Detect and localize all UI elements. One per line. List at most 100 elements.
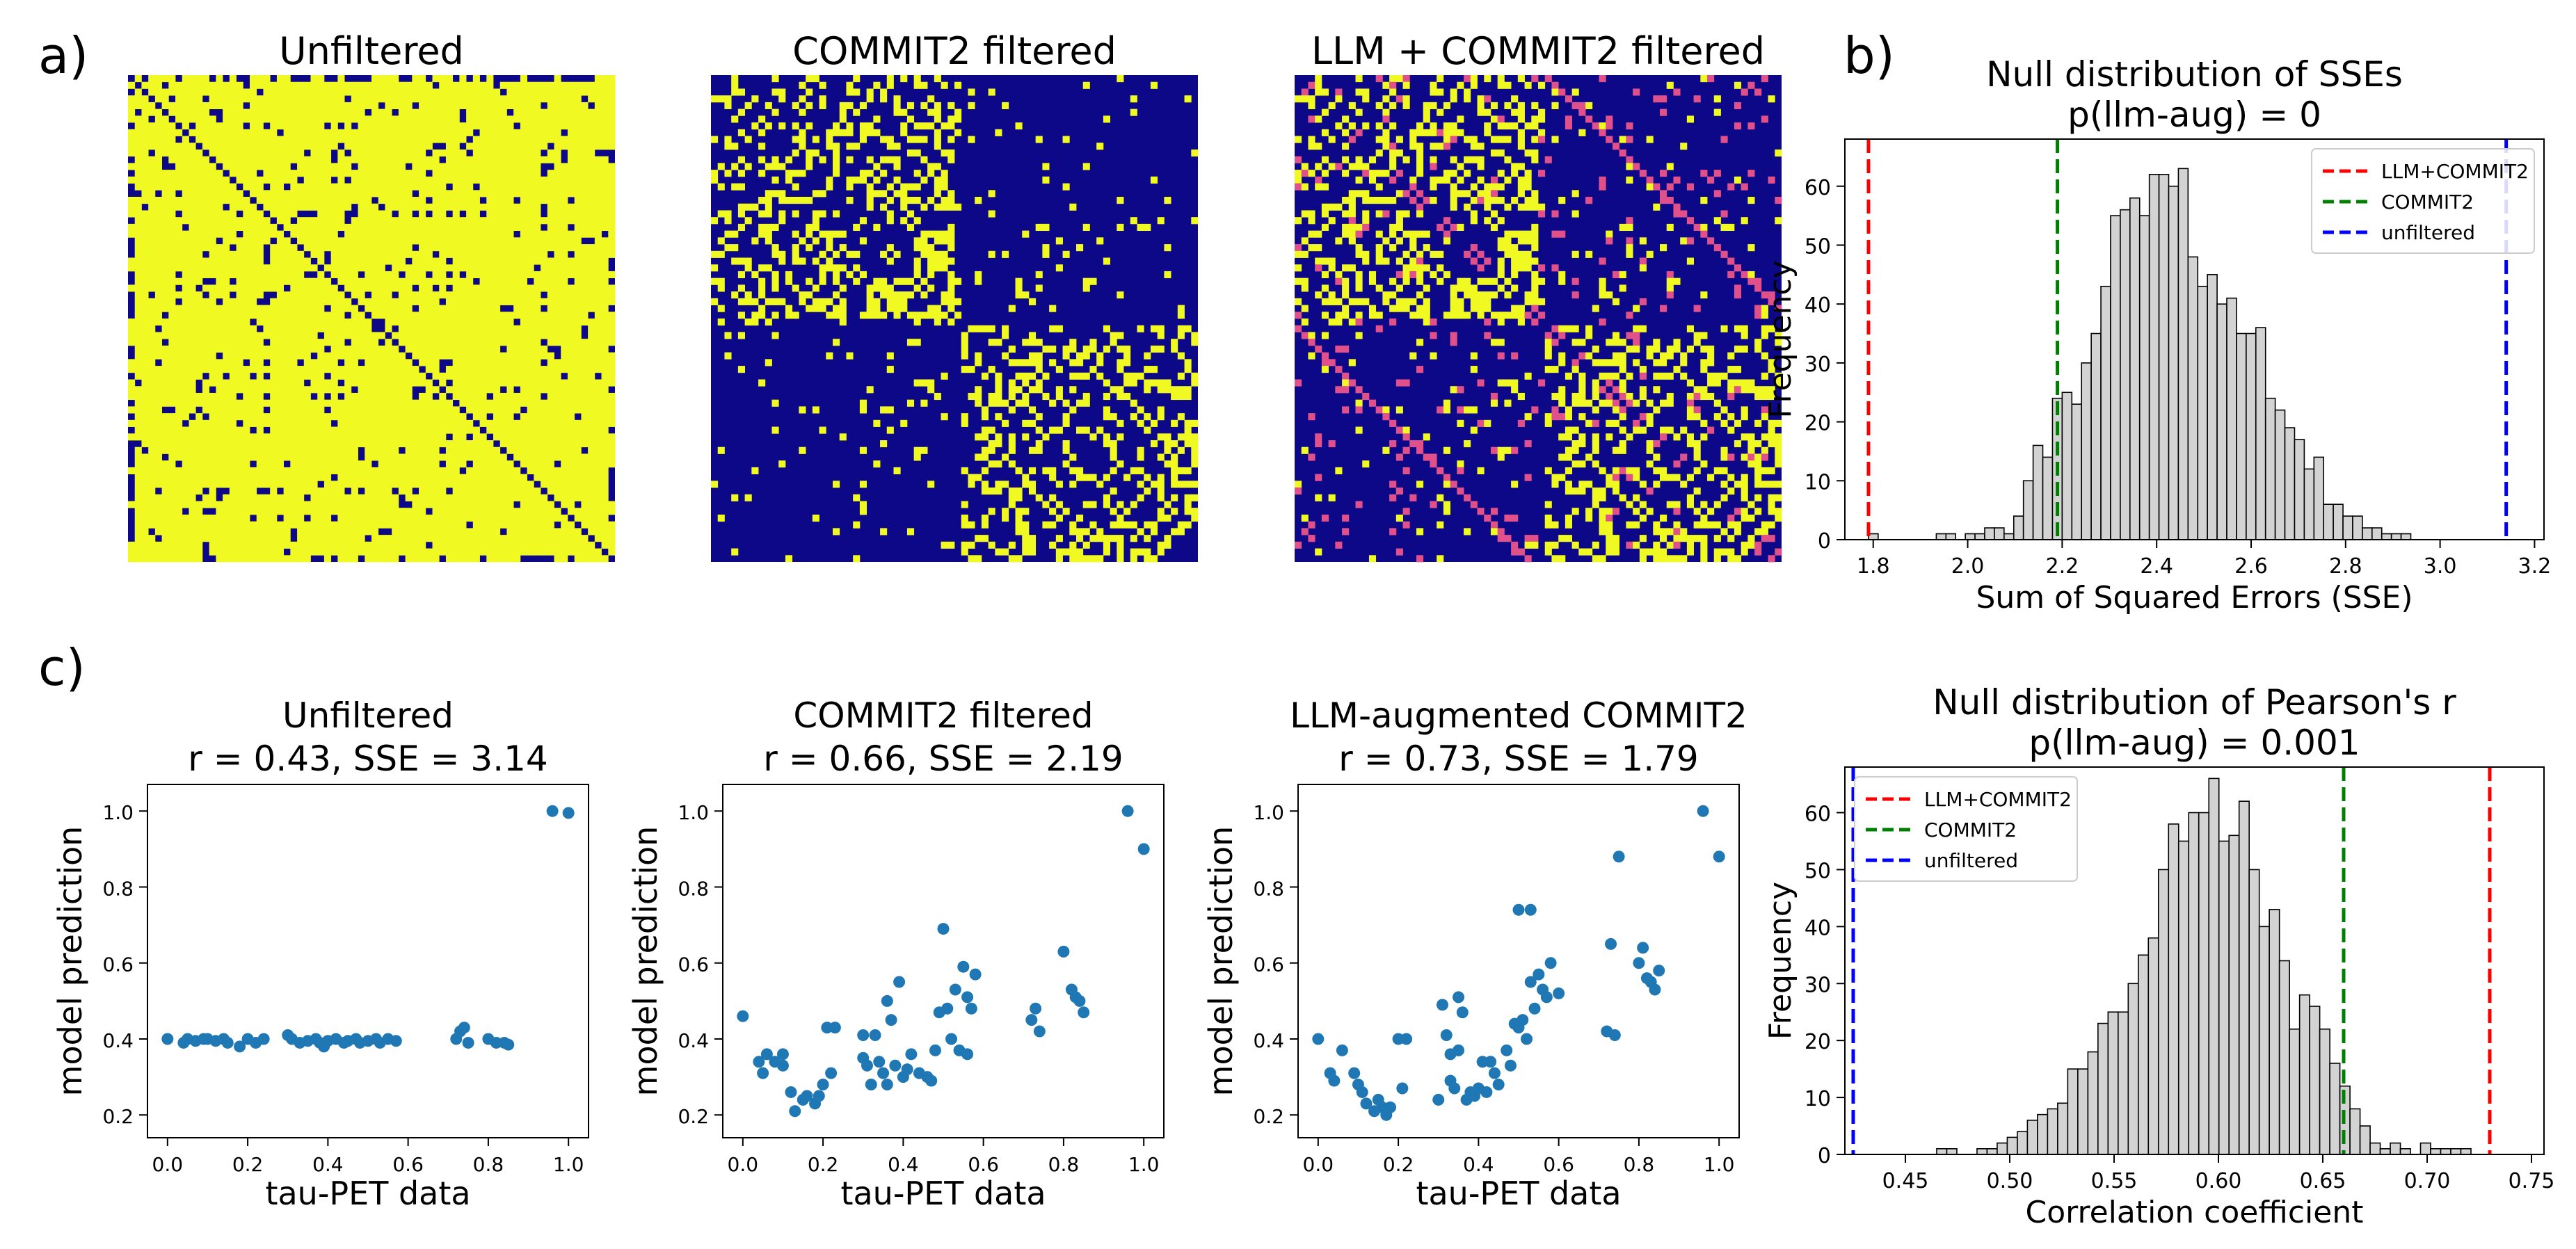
matrix-cell: [439, 521, 447, 529]
matrix-cell: [398, 156, 406, 163]
matrix-cell: [371, 88, 379, 96]
matrix-cell: [161, 440, 169, 448]
matrix-cell: [466, 487, 474, 495]
matrix-cell: [303, 453, 311, 461]
matrix-cell: [472, 474, 480, 481]
matrix-cell: [479, 203, 487, 211]
matrix-cell: [236, 223, 243, 232]
matrix-cell: [168, 81, 176, 89]
matrix-cell: [276, 197, 285, 204]
matrix-cell: [472, 136, 480, 143]
matrix-cell: [209, 298, 216, 305]
matrix-cell: [371, 339, 379, 346]
matrix-cell: [378, 332, 385, 339]
matrix-cell: [358, 210, 365, 218]
matrix-cell: [330, 88, 338, 96]
matrix-cell: [412, 426, 419, 434]
matrix-cell: [479, 501, 487, 508]
matrix-cell: [250, 102, 257, 110]
matrix-cell: [270, 494, 278, 501]
matrix-cell: [452, 379, 460, 387]
matrix-cell: [513, 528, 521, 535]
matrix-cell: [506, 170, 514, 177]
matrix-cell: [223, 366, 230, 373]
matrix-cell: [432, 406, 440, 414]
matrix-cell: [506, 339, 514, 346]
matrix-cell: [236, 494, 243, 501]
matrix-cell: [344, 108, 352, 116]
matrix-cell: [323, 312, 332, 319]
matrix-cell: [337, 372, 345, 380]
matrix-cell: [223, 277, 230, 285]
matrix-cell: [432, 203, 440, 211]
matrix-cell: [561, 277, 568, 285]
matrix-cell: [236, 143, 243, 150]
matrix-cell: [317, 325, 325, 332]
matrix-cell: [479, 467, 487, 475]
matrix-cell: [534, 183, 541, 191]
matrix-cell: [459, 129, 467, 136]
matrix-cell: [711, 95, 719, 103]
matrix-cell: [581, 372, 589, 380]
matrix-cell: [581, 176, 589, 184]
matrix-cell: [561, 386, 568, 394]
matrix-cell: [866, 183, 874, 191]
matrix-cell: [371, 366, 379, 373]
matrix-cell: [154, 386, 163, 394]
matrix-cell: [486, 95, 494, 103]
matrix-cell: [297, 102, 305, 110]
matrix-cell: [371, 426, 379, 434]
matrix-cell: [243, 460, 250, 468]
matrix-cell: [236, 271, 243, 279]
matrix-cell: [209, 345, 216, 353]
matrix-cell: [833, 143, 840, 150]
matrix-cell: [317, 359, 325, 366]
matrix-cell: [608, 143, 616, 150]
matrix-cell: [486, 352, 494, 360]
matrix-cell: [236, 129, 243, 136]
matrix-cell: [724, 170, 732, 177]
matrix-cell: [561, 291, 568, 299]
matrix-cell: [534, 210, 541, 218]
matrix-cell: [236, 170, 243, 177]
matrix-cell: [141, 230, 149, 238]
matrix-cell: [425, 264, 433, 272]
matrix-cell: [378, 366, 385, 373]
matrix-cell: [189, 521, 196, 529]
matrix-cell: [344, 514, 352, 522]
matrix-cell: [493, 453, 501, 461]
matrix-cell: [432, 413, 440, 421]
matrix-cell: [310, 305, 318, 312]
matrix-cell: [499, 102, 507, 110]
matrix-cell: [263, 345, 271, 353]
matrix-cell: [534, 406, 541, 414]
matrix-cell: [432, 163, 440, 170]
matrix-cell: [216, 555, 223, 563]
matrix-cell: [588, 352, 595, 360]
matrix-cell: [520, 399, 528, 407]
matrix-cell: [581, 413, 589, 421]
matrix-cell: [419, 156, 426, 163]
matrix-cell: [479, 528, 487, 535]
matrix-cell: [168, 352, 176, 360]
matrix-cell: [581, 257, 589, 265]
matrix-cell: [486, 190, 494, 198]
matrix-cell: [182, 312, 189, 319]
matrix-cell: [520, 535, 528, 542]
matrix-cell: [567, 481, 575, 488]
matrix-cell: [128, 339, 136, 346]
matrix-cell: [344, 548, 352, 556]
matrix-cell: [148, 399, 156, 407]
matrix-cell: [276, 433, 285, 441]
matrix-cell: [459, 555, 467, 563]
matrix-cell: [554, 170, 561, 177]
matrix-cell: [148, 244, 156, 252]
matrix-cell: [189, 277, 196, 285]
matrix-cell: [601, 244, 609, 252]
matrix-cell: [466, 332, 474, 339]
matrix-cell: [128, 102, 136, 110]
matrix-cell: [358, 197, 365, 204]
matrix-cell: [323, 88, 332, 96]
matrix-cell: [175, 217, 183, 225]
matrix-cell: [182, 481, 189, 488]
